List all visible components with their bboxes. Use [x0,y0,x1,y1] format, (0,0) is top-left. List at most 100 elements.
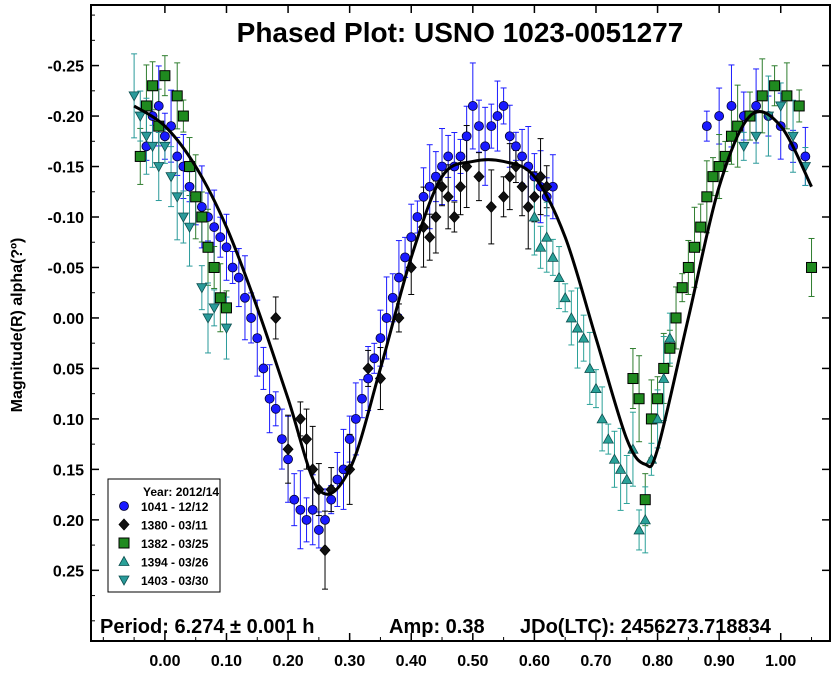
legend-label: 1394 - 03/26 [141,556,209,570]
data-point [664,332,676,343]
data-point [233,272,244,283]
data-point [664,342,676,354]
data-point [756,90,768,102]
data-point [751,101,761,111]
data-point [258,363,269,374]
data-point [627,373,639,385]
data-point [190,191,202,203]
x-tick-label: 0.90 [704,653,735,670]
data-point [350,414,361,424]
data-point [553,271,565,282]
amp-annotation: Amp: 0.38 [389,616,485,638]
x-tick-label: 0.50 [457,653,488,670]
data-point [516,180,528,193]
data-point [220,323,233,334]
y-tick-label: 0.10 [53,412,84,429]
legend-box [107,478,221,593]
data-point [769,80,781,92]
data-point [128,91,140,102]
data-point [430,210,442,224]
x-tick-label: 0.70 [580,653,611,670]
data-point [208,303,220,314]
data-point [695,221,707,233]
data-point [277,434,287,444]
x-tick-label: 1.00 [765,653,796,670]
data-point [633,524,645,535]
x-axis: 0.00 0.10 0.20 0.30 0.40 0.50 0.60 0.70 0.80 0.90… [102,5,813,670]
data-point [159,131,170,142]
data-point [270,403,281,414]
y-tick-label: 0.00 [53,311,84,328]
data-point [215,232,226,243]
data-point [701,191,713,203]
data-point [209,222,220,232]
y-tick-label: -0.15 [48,160,85,177]
data-point [467,101,478,111]
data-point [707,171,719,183]
x-tick-label: 0.20 [272,653,303,670]
data-point [781,90,793,102]
data-point [270,311,282,325]
data-point [307,504,318,515]
data-point [153,162,165,173]
data-point [584,362,596,373]
data-point [511,141,521,152]
data-point [400,252,410,263]
data-point [246,313,257,323]
data-point [504,131,515,142]
data-point [498,101,509,111]
data-point [652,393,664,405]
data-point [541,231,553,242]
data-points [128,70,818,557]
data-point [319,544,331,557]
data-point [418,191,429,202]
data-point [639,514,651,525]
legend-marker [118,537,130,549]
data-point [498,190,510,203]
data-point [202,241,214,253]
data-point [676,282,688,294]
data-point [301,514,312,525]
plot-frame [90,4,831,642]
data-point [134,150,146,162]
data-point [793,100,805,112]
data-point [473,170,485,183]
data-point [738,141,750,153]
data-point [295,504,306,515]
data-point [381,313,392,323]
data-point [387,292,398,303]
x-tick-label: 0.10 [211,653,242,670]
y-tick-label: 0.25 [53,563,84,580]
data-point [196,283,208,294]
data-point [283,454,293,465]
y-tick-label: -0.25 [48,59,85,76]
data-point [369,353,380,364]
error-bars [131,53,815,590]
data-point [252,333,263,344]
x-tick-label: 0.60 [519,653,550,670]
data-point [800,151,811,162]
y-tick-label: 0.20 [53,513,84,530]
data-point [775,101,787,112]
data-point [443,151,454,162]
data-point [184,181,195,192]
data-point [590,382,602,394]
x-tick-label: 0.80 [642,653,673,670]
period-annotation: Period: 6.274 ± 0.001 h [100,616,314,638]
data-point [534,241,547,252]
data-point [713,161,725,173]
legend-marker [118,518,130,531]
data-point [282,443,294,456]
data-point [289,494,300,505]
y-tick-label: -0.10 [48,210,85,227]
legend-label: 1380 - 03/11 [141,519,208,533]
data-point [528,211,541,222]
data-point [726,101,737,111]
data-point [240,292,250,303]
data-point [412,212,423,222]
x-tick-label: 0.00 [149,653,180,670]
jdo-annotation: JDo(LTC): 2456273.718834 [520,616,772,638]
data-point [214,292,226,304]
legend-title: Year: 2012/14 [143,485,219,499]
data-point [658,362,670,374]
